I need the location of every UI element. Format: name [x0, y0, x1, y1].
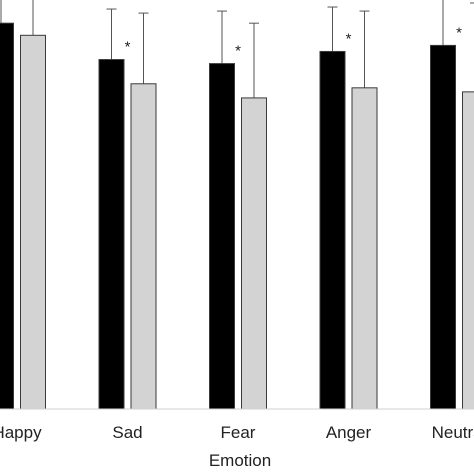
x-tick-label-fear: Fear — [221, 423, 256, 442]
bar-neutral-series-2 — [462, 91, 474, 410]
significance-marker-neutral: * — [456, 24, 462, 41]
bar-sad-series-1 — [98, 59, 125, 410]
x-tick-label-anger: Anger — [326, 423, 372, 442]
x-tick-label-neutral: Neutral — [432, 423, 474, 442]
error-bars — [0, 0, 474, 182]
x-tick-label-sad: Sad — [112, 423, 142, 442]
bar-neutral-series-1 — [430, 44, 456, 410]
bar-anger-series-1 — [319, 50, 346, 410]
x-tick-labels: Happy Sad Fear Anger Neutral — [0, 423, 474, 442]
bars — [0, 22, 474, 410]
bar-anger-series-2 — [351, 87, 378, 410]
bar-happy-series-1 — [0, 22, 14, 410]
bar-fear-series-1 — [209, 63, 235, 410]
bar-sad-series-2 — [130, 83, 157, 410]
bar-fear-series-2 — [241, 97, 267, 410]
significance-marker-anger: * — [346, 30, 352, 47]
x-axis-title: Emotion — [209, 451, 271, 470]
bar-happy-series-2 — [20, 34, 46, 410]
significance-marker-fear: * — [235, 43, 241, 60]
x-tick-label-happy: Happy — [0, 423, 42, 442]
significance-markers: * * * * — [125, 24, 463, 59]
significance-marker-sad: * — [125, 39, 131, 56]
